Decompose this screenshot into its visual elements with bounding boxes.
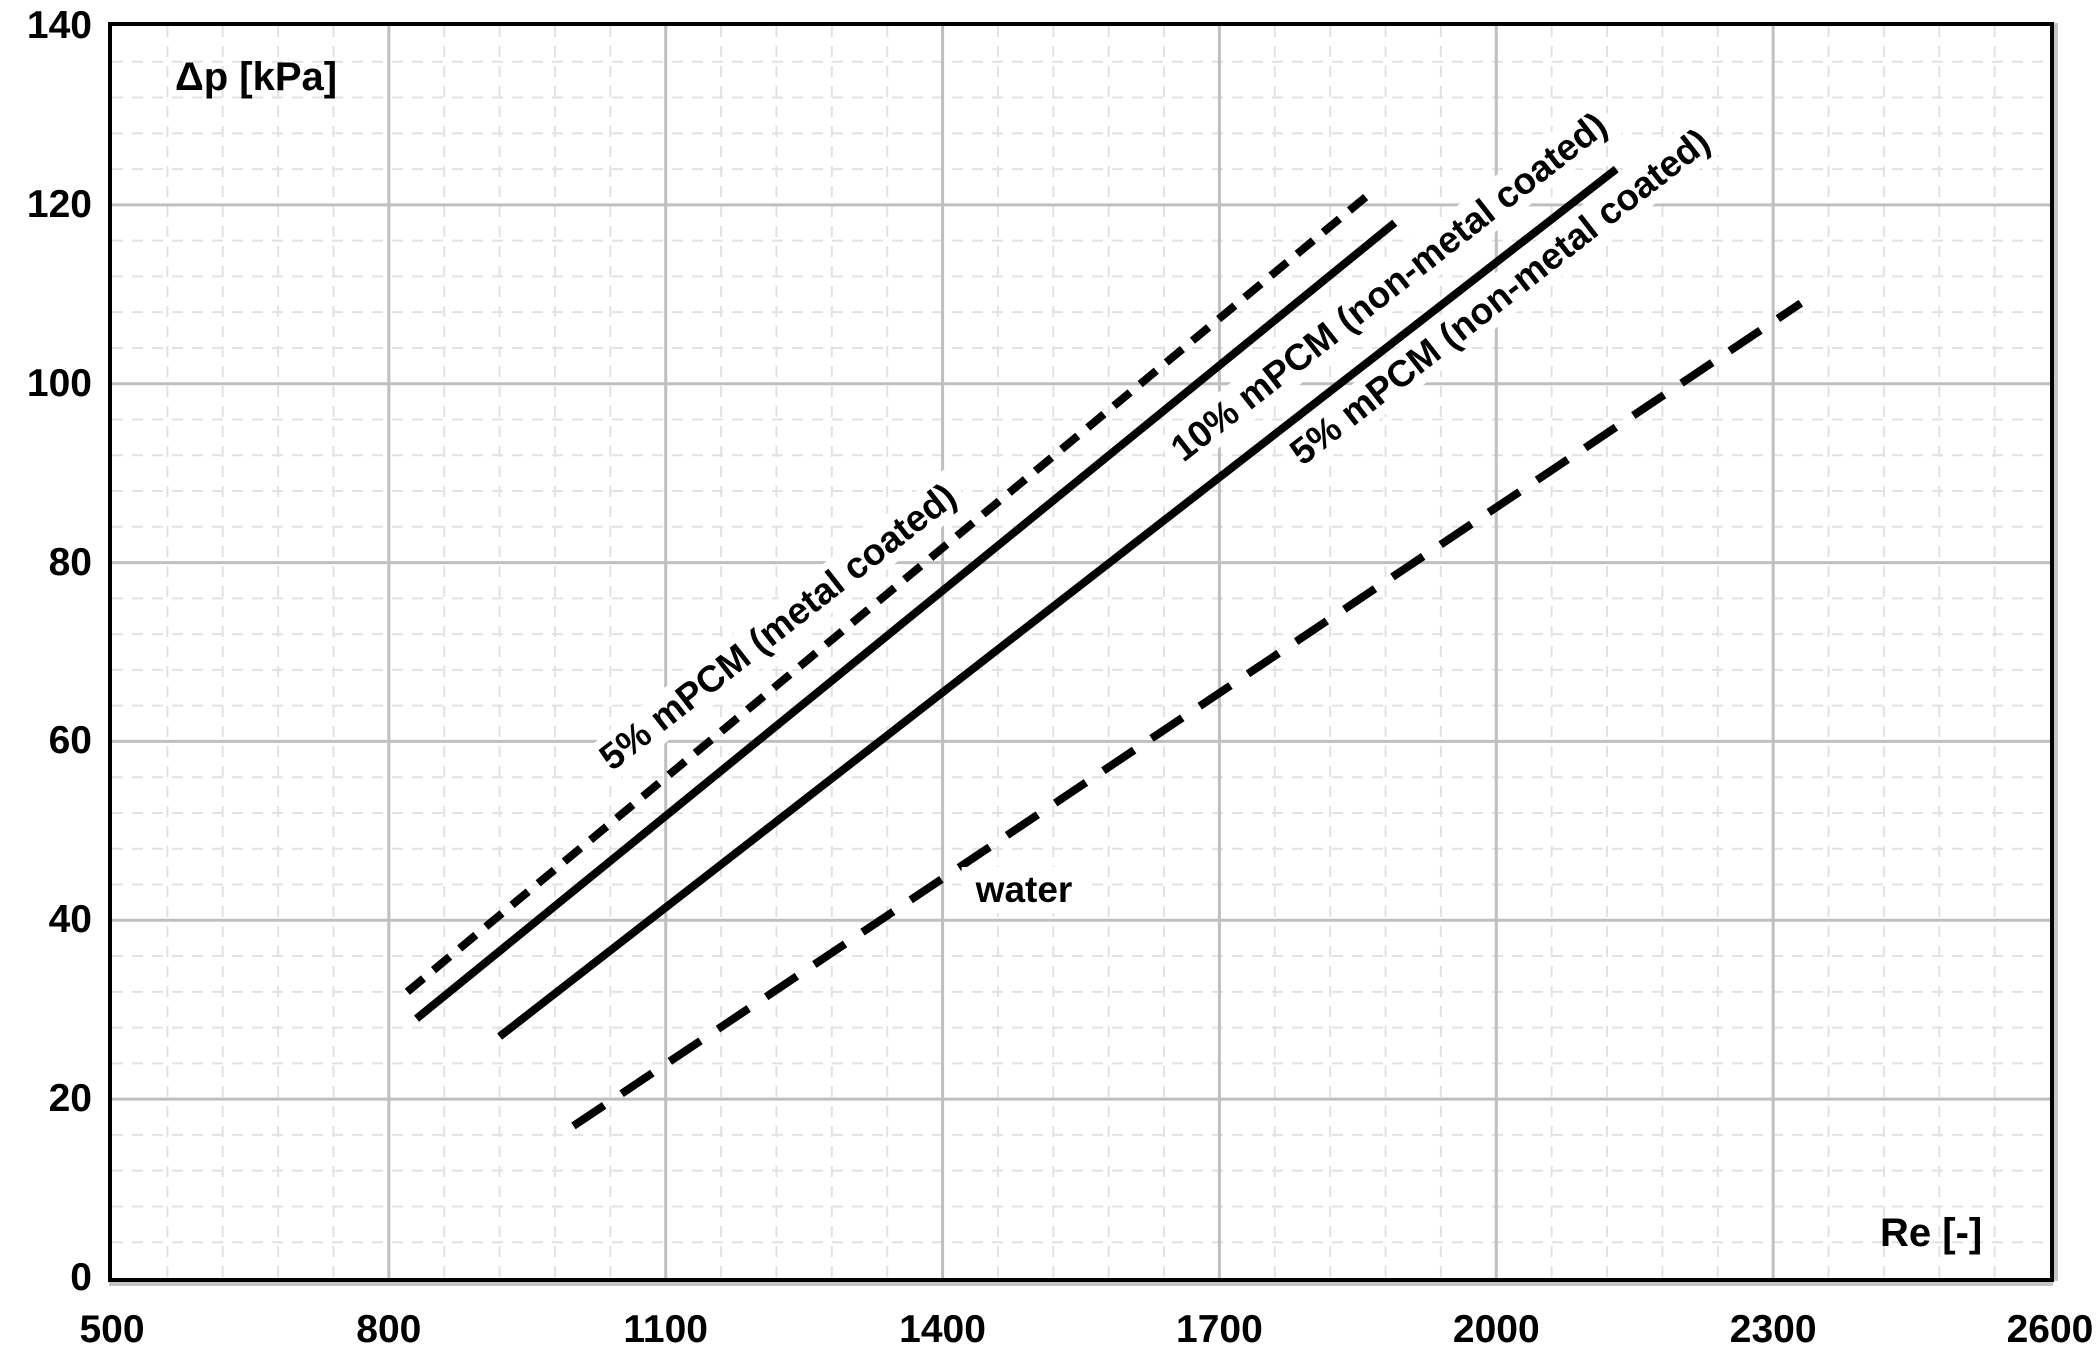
- x-tick-label-2600: 2600: [2006, 1308, 2094, 1351]
- series-line-3: [571, 299, 1804, 1130]
- x-tick-label-2000: 2000: [1452, 1308, 1540, 1351]
- x-tick-label-1700: 1700: [1176, 1308, 1263, 1351]
- x-tick-label-2300: 2300: [1729, 1308, 1817, 1351]
- series-line-2: [497, 165, 1619, 1040]
- y-tick-label-60: 60: [48, 719, 92, 763]
- series-line-1: [414, 219, 1398, 1022]
- x-axis-title: Re [-]: [1880, 1211, 1983, 1255]
- y-tick-label-20: 20: [48, 1077, 92, 1121]
- series-line-0: [404, 192, 1370, 995]
- y-tick-label-40: 40: [48, 898, 92, 942]
- x-tick-label-1100: 1100: [623, 1308, 708, 1351]
- y-tick-label-100: 100: [26, 361, 92, 405]
- plot-canvas: [112, 26, 2050, 1278]
- y-tick-label-80: 80: [48, 540, 92, 584]
- x-tick-label-800: 800: [356, 1308, 422, 1351]
- y-tick-label-120: 120: [26, 182, 92, 226]
- y-tick-label-0: 0: [70, 1256, 92, 1299]
- y-tick-label-140: 140: [26, 4, 92, 47]
- y-axis-title: Δp [kPa]: [175, 55, 338, 99]
- plot-area-border: [108, 22, 2054, 1282]
- x-tick-label-1400: 1400: [899, 1308, 986, 1351]
- series-label-water: water: [961, 867, 1087, 913]
- x-tick-label-500: 500: [79, 1308, 145, 1351]
